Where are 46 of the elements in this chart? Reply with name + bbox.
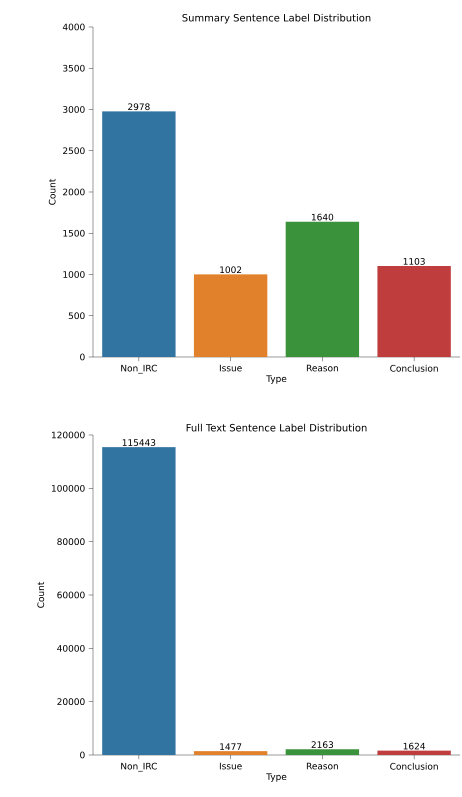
y-tick-label: 0 (80, 752, 85, 758)
y-tick-label: 0 (80, 354, 85, 360)
bar (286, 222, 360, 357)
data-label: 1640 (312, 214, 334, 220)
data-label: 1624 (404, 742, 426, 750)
y-tick-label: 1000 (63, 271, 85, 278)
y-tick-label: 2000 (63, 188, 85, 196)
data-label: 1477 (220, 743, 242, 750)
data-label: 1002 (220, 266, 242, 274)
y-tick-label: 500 (68, 312, 85, 320)
y-tick-label: 4000 (62, 24, 85, 30)
x-tick-label: Conclusion (390, 364, 438, 372)
data-label: 2163 (312, 741, 334, 748)
y-tick-label: 20000 (57, 698, 85, 706)
y-tick-label: 3500 (63, 64, 85, 72)
bar (102, 111, 176, 357)
bar (377, 266, 451, 357)
x-tick-label: Reason (306, 364, 338, 372)
y-tick-label: 1500 (63, 230, 85, 237)
x-tick-label: Conclusion (390, 762, 438, 770)
x-tick-label: Non_IRC (121, 364, 157, 374)
chart-title: Full Text Sentence Label Distribution (186, 424, 366, 432)
y-tick-label: 2500 (63, 147, 85, 154)
x-axis-title: Type (266, 375, 286, 384)
x-tick-label: Non_IRC (121, 762, 157, 772)
x-tick-label: Issue (220, 364, 242, 372)
data-label: 115443 (122, 439, 156, 446)
y-axis-title: Count (37, 582, 44, 608)
chart-title: Summary Sentence Label Distribution (182, 14, 370, 24)
data-label: 2978 (128, 103, 150, 110)
bar (286, 749, 360, 755)
y-tick-label: 60000 (57, 592, 85, 598)
bar (194, 274, 268, 357)
bar (194, 751, 268, 755)
bar (102, 447, 176, 755)
x-tick-label: Issue (220, 762, 242, 770)
x-tick-label: Reason (306, 762, 338, 770)
x-axis-title: Type (266, 773, 286, 782)
data-label: 1103 (404, 258, 425, 265)
y-axis-title: Count (48, 178, 56, 205)
y-tick-label: 120000 (52, 432, 85, 438)
y-tick-label: 80000 (57, 538, 85, 546)
y-tick-label: 3000 (63, 106, 85, 113)
y-tick-label: 40000 (57, 644, 85, 652)
y-tick-label: 100000 (52, 484, 85, 492)
bar (377, 750, 451, 755)
